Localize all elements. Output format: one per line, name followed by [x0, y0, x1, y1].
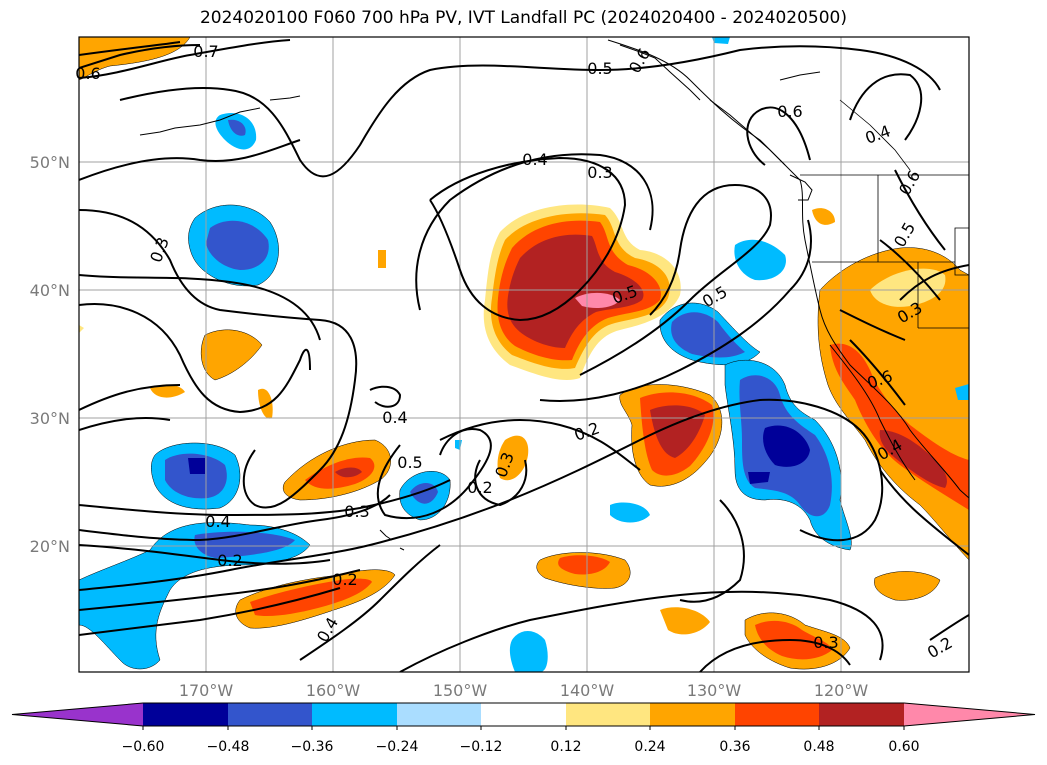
colorbar-segment: [566, 703, 650, 726]
contour-label: 0.4: [205, 512, 230, 531]
colorbar-segment: [228, 703, 312, 726]
cb-tick: 0.24: [634, 739, 665, 755]
lon-tick-120: 120°W: [814, 681, 869, 700]
colorbar: [11, 702, 1036, 730]
cb-tick: 0.48: [803, 739, 834, 755]
contour-label: 0.3: [344, 502, 369, 521]
cb-tick: −0.12: [460, 739, 503, 755]
colorbar-segment: [143, 703, 228, 726]
colorbar-segment: [819, 703, 904, 726]
lat-tick-40: 40°N: [30, 281, 70, 300]
coastlines: [139, 39, 969, 551]
contour-label: 0.6: [777, 102, 802, 121]
lon-tick-170: 170°W: [179, 681, 234, 700]
contour-label: 0.4: [522, 150, 547, 169]
cb-tick: 0.60: [888, 739, 919, 755]
contour-label: 0.2: [217, 551, 242, 570]
map-area: [79, 37, 969, 672]
latitude-ticks: 50°N 40°N 30°N 20°N: [30, 153, 70, 556]
lon-tick-150: 150°W: [433, 681, 488, 700]
cb-tick: 0.12: [550, 739, 581, 755]
contour-label: 0.2: [467, 478, 492, 497]
cb-tick: −0.36: [291, 739, 334, 755]
map-frame: [78, 36, 970, 673]
colorbar-segment: [650, 703, 735, 726]
lat-tick-30: 30°N: [30, 409, 70, 428]
cb-tick: 0.36: [719, 739, 750, 755]
pv-contours: [79, 39, 969, 672]
lat-tick-20: 20°N: [30, 537, 70, 556]
colorbar-segment: [312, 703, 397, 726]
contour-label: 0.6: [75, 64, 100, 83]
lon-tick-160: 160°W: [306, 681, 361, 700]
map-title: 2024020100 F060 700 hPa PV, IVT Landfall…: [199, 8, 847, 28]
colorbar-ticks: −0.60 −0.48 −0.36 −0.24 −0.12 0.12 0.24 …: [122, 739, 920, 755]
contour-label: 0.5: [587, 59, 612, 78]
contour-label: 0.4: [382, 408, 407, 427]
graticule: [79, 37, 969, 672]
contour-label: 0.3: [587, 163, 612, 182]
ivt-pc-shading: [79, 37, 969, 672]
lon-tick-140: 140°W: [560, 681, 615, 700]
cb-tick: −0.24: [376, 739, 419, 755]
colorbar-extend-low: [12, 703, 143, 726]
longitude-ticks: 170°W 160°W 150°W 140°W 130°W 120°W: [179, 681, 869, 700]
contour-label: 0.2: [332, 570, 357, 589]
colorbar-extend-high: [904, 703, 1035, 726]
colorbar-segment: [735, 703, 819, 726]
contour-label: 0.3: [813, 633, 838, 652]
cb-tick: −0.60: [122, 739, 165, 755]
contour-label: 0.5: [397, 453, 422, 472]
lat-tick-50: 50°N: [30, 153, 70, 172]
colorbar-segment: [397, 703, 481, 726]
lon-tick-130: 130°W: [687, 681, 742, 700]
contour-label: 0.7: [193, 42, 218, 61]
borders: [800, 99, 969, 329]
colorbar-segment: [481, 703, 566, 726]
cb-tick: −0.48: [207, 739, 250, 755]
